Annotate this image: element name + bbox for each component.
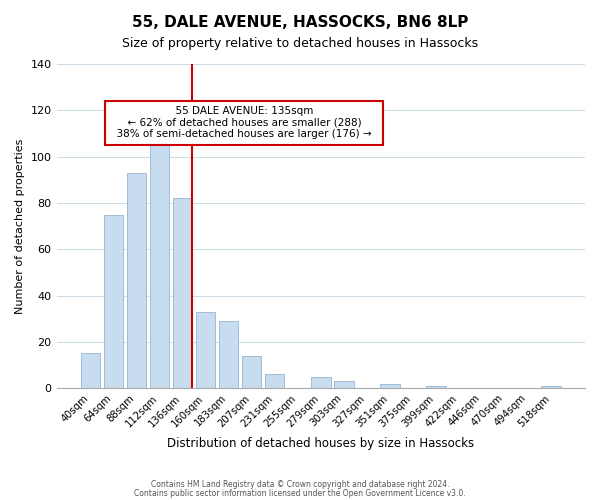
Y-axis label: Number of detached properties: Number of detached properties	[15, 138, 25, 314]
Bar	[334, 381, 353, 388]
Bar	[80, 354, 100, 388]
Bar	[426, 386, 446, 388]
Bar	[173, 198, 193, 388]
Bar	[104, 214, 123, 388]
Text: 55 DALE AVENUE: 135sqm  
  ← 62% of detached houses are smaller (288)  
  38% of: 55 DALE AVENUE: 135sqm ← 62% of detached…	[110, 106, 378, 140]
Bar	[127, 173, 146, 388]
Bar	[541, 386, 561, 388]
Bar	[380, 384, 400, 388]
Text: Contains public sector information licensed under the Open Government Licence v3: Contains public sector information licen…	[134, 488, 466, 498]
Bar	[265, 374, 284, 388]
Bar	[219, 321, 238, 388]
Bar	[242, 356, 262, 388]
Text: Size of property relative to detached houses in Hassocks: Size of property relative to detached ho…	[122, 38, 478, 51]
Bar	[149, 134, 169, 388]
Text: 55, DALE AVENUE, HASSOCKS, BN6 8LP: 55, DALE AVENUE, HASSOCKS, BN6 8LP	[132, 15, 468, 30]
Text: Contains HM Land Registry data © Crown copyright and database right 2024.: Contains HM Land Registry data © Crown c…	[151, 480, 449, 489]
Bar	[311, 376, 331, 388]
Bar	[196, 312, 215, 388]
X-axis label: Distribution of detached houses by size in Hassocks: Distribution of detached houses by size …	[167, 437, 475, 450]
